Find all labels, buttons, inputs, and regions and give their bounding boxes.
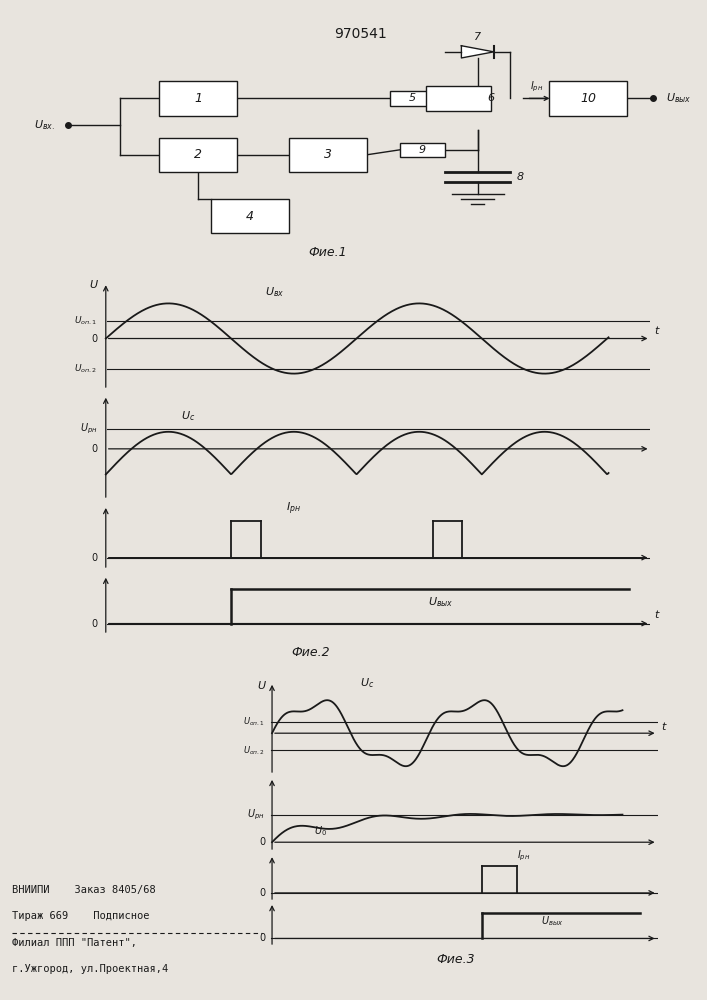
Text: Фие.2: Фие.2 xyxy=(292,646,330,658)
Text: $U_{оп.1}$: $U_{оп.1}$ xyxy=(74,315,98,327)
Text: 2: 2 xyxy=(194,148,202,161)
Text: $U_0$: $U_0$ xyxy=(314,825,327,838)
Bar xyxy=(211,199,289,233)
Text: 5: 5 xyxy=(409,93,416,103)
Text: 0: 0 xyxy=(259,837,265,847)
Text: ВНИИПИ    Заказ 8405/68: ВНИИПИ Заказ 8405/68 xyxy=(13,886,156,896)
Bar xyxy=(549,81,627,116)
Text: $U_c$: $U_c$ xyxy=(360,676,374,690)
Text: 4: 4 xyxy=(246,210,254,223)
Text: 10: 10 xyxy=(580,92,596,105)
Bar xyxy=(159,81,237,116)
Text: $U_{оп.1}$: $U_{оп.1}$ xyxy=(243,716,265,728)
Text: 0: 0 xyxy=(259,888,265,898)
Text: Фие.3: Фие.3 xyxy=(437,953,475,966)
Text: $U_{вх.}$: $U_{вх.}$ xyxy=(34,118,55,132)
Text: 0: 0 xyxy=(259,933,265,943)
Text: t: t xyxy=(661,722,665,732)
Text: t: t xyxy=(655,610,659,620)
Bar xyxy=(289,138,367,172)
Text: Филиал ППП "Патент",: Филиал ППП "Патент", xyxy=(13,938,137,948)
Text: 1: 1 xyxy=(194,92,202,105)
Text: 8: 8 xyxy=(517,172,524,182)
Text: $U_{рн}$: $U_{рн}$ xyxy=(247,807,265,822)
Text: 0: 0 xyxy=(91,619,98,629)
Text: Тираж 669    Подписное: Тираж 669 Подписное xyxy=(13,911,150,921)
Text: 7: 7 xyxy=(474,32,481,42)
Text: $U_{оп.2}$: $U_{оп.2}$ xyxy=(74,363,98,375)
Text: $U_{вых}$: $U_{вых}$ xyxy=(666,92,692,105)
Text: $I_{рн}$: $I_{рн}$ xyxy=(286,501,301,517)
Text: $I_{рн}$: $I_{рн}$ xyxy=(530,79,543,94)
Text: U: U xyxy=(89,280,98,290)
Text: $U_{рн}$: $U_{рн}$ xyxy=(80,422,98,436)
Text: $U_{оп.2}$: $U_{оп.2}$ xyxy=(243,744,265,757)
Text: $U_{вых}$: $U_{вых}$ xyxy=(541,914,563,928)
Text: $U_{вх}$: $U_{вх}$ xyxy=(265,285,284,299)
Text: $U_c$: $U_c$ xyxy=(181,409,196,423)
Bar xyxy=(426,86,491,111)
Text: 6: 6 xyxy=(487,93,494,103)
Text: $I_{рн}$: $I_{рн}$ xyxy=(518,849,531,863)
Text: 0: 0 xyxy=(91,444,98,454)
Text: $U_{вых}$: $U_{вых}$ xyxy=(428,595,454,609)
Text: 9: 9 xyxy=(419,145,426,155)
Bar xyxy=(399,142,445,157)
Text: Фие.1: Фие.1 xyxy=(309,246,347,259)
Text: 0: 0 xyxy=(91,334,98,344)
Text: 3: 3 xyxy=(324,148,332,161)
Bar xyxy=(390,91,436,106)
Polygon shape xyxy=(462,46,494,58)
Text: г.Ужгород, ул.Проектная,4: г.Ужгород, ул.Проектная,4 xyxy=(13,964,169,974)
Text: 0: 0 xyxy=(91,553,98,563)
Text: t: t xyxy=(655,326,659,336)
Text: 970541: 970541 xyxy=(334,27,387,41)
Bar xyxy=(159,138,237,172)
Text: U: U xyxy=(257,681,265,691)
